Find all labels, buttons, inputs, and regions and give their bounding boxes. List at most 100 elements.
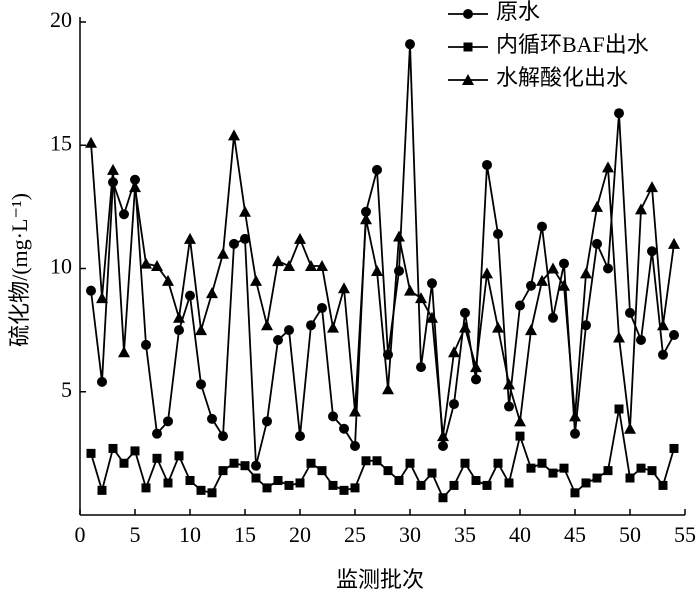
data-point [305, 260, 317, 272]
data-point [284, 325, 294, 336]
data-point [185, 290, 195, 301]
data-point [438, 493, 448, 503]
data-point [514, 415, 526, 427]
data-point [240, 233, 250, 244]
data-point [481, 267, 493, 279]
x-tick-label: 5 [130, 522, 141, 547]
data-point [218, 466, 228, 476]
data-point [570, 428, 580, 439]
data-point [548, 312, 558, 323]
data-point [229, 238, 239, 249]
legend-label: 原水 [496, 0, 540, 24]
data-point [360, 213, 372, 225]
data-point [591, 200, 603, 212]
data-point [460, 307, 470, 318]
x-tick-label: 40 [509, 522, 531, 547]
data-point [107, 163, 119, 175]
data-point [361, 206, 371, 217]
data-point [129, 181, 141, 193]
data-point [141, 339, 151, 350]
data-point [328, 480, 338, 490]
data-point [86, 448, 96, 458]
data-point [547, 262, 559, 274]
data-point [207, 413, 217, 424]
data-point [140, 257, 152, 269]
data-point [416, 480, 426, 490]
data-point [218, 431, 228, 442]
data-point [603, 263, 613, 274]
data-point [537, 221, 547, 232]
data-point [196, 485, 206, 495]
data-point [515, 300, 525, 311]
data-point [482, 159, 492, 170]
data-point [306, 458, 316, 468]
data-point [273, 334, 283, 345]
data-point [317, 302, 327, 313]
data-point [295, 431, 305, 442]
data-point [130, 446, 140, 456]
data-point [382, 383, 394, 395]
data-point [262, 483, 272, 493]
data-point [669, 443, 679, 453]
data-point [569, 410, 581, 422]
data-point [427, 468, 437, 478]
data-point [437, 430, 449, 442]
data-point [592, 238, 602, 249]
data-point [185, 475, 195, 485]
data-point [250, 274, 262, 286]
data-point [283, 260, 295, 272]
data-point [536, 274, 548, 286]
data-point [636, 463, 646, 473]
series-line [90, 135, 675, 437]
data-point [273, 475, 283, 485]
legend-marker [463, 9, 473, 19]
data-point [548, 468, 558, 478]
data-point [525, 324, 537, 336]
data-point [492, 321, 504, 333]
data-point [449, 480, 459, 490]
data-point [239, 205, 251, 217]
data-point [581, 478, 591, 488]
data-point [404, 284, 416, 296]
data-point [272, 255, 284, 267]
x-tick-label: 45 [564, 522, 586, 547]
data-point [86, 285, 96, 296]
data-point [349, 405, 361, 417]
x-tick-label: 10 [179, 522, 201, 547]
data-point [152, 453, 162, 463]
data-point [526, 463, 536, 473]
data-point [625, 473, 635, 483]
data-point [526, 280, 536, 291]
data-point [471, 475, 481, 485]
data-point [405, 458, 415, 468]
data-point [438, 440, 448, 451]
data-point [262, 416, 272, 427]
data-point [130, 174, 140, 185]
data-point [174, 325, 184, 336]
data-point [317, 466, 327, 476]
data-point [603, 466, 613, 476]
data-point [449, 399, 459, 410]
data-point [327, 321, 339, 333]
data-point [108, 443, 118, 453]
data-point [306, 320, 316, 331]
x-tick-label: 50 [619, 522, 641, 547]
data-point [393, 230, 405, 242]
data-point [658, 349, 668, 360]
data-point [635, 203, 647, 215]
x-tick-label: 25 [344, 522, 366, 547]
series-line [90, 44, 675, 466]
data-point [206, 287, 218, 299]
data-point [668, 237, 680, 249]
data-point [636, 334, 646, 345]
data-point [426, 311, 438, 323]
x-tick-label: 0 [75, 522, 86, 547]
data-point [592, 473, 602, 483]
data-point [415, 292, 427, 304]
y-tick-label: 5 [61, 377, 72, 402]
data-point [339, 485, 349, 495]
data-point [658, 480, 668, 490]
data-point [581, 320, 591, 331]
data-point [339, 423, 349, 434]
data-point [163, 416, 173, 427]
